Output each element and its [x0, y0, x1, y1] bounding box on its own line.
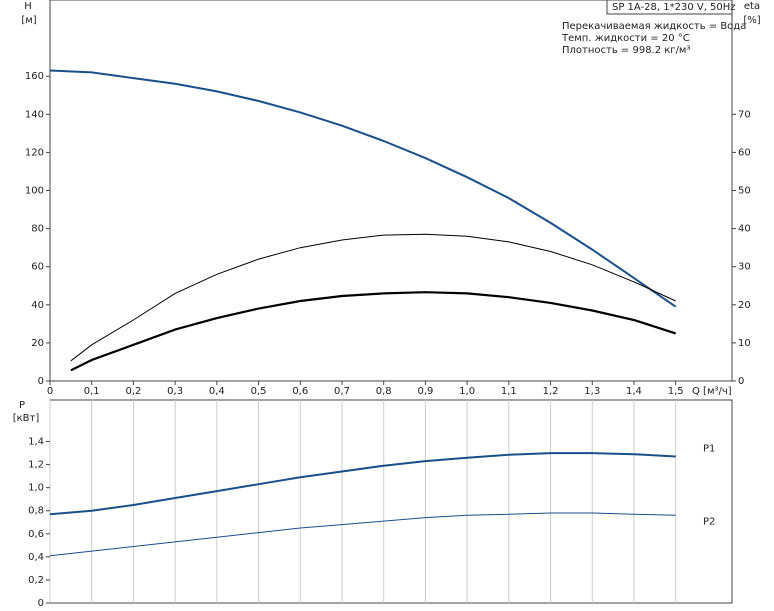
y-tick-label: 1,4 — [28, 437, 44, 448]
y-tick-label: 80 — [31, 224, 44, 235]
y2-tick-label: 30 — [738, 262, 751, 273]
y-tick-label: 40 — [31, 300, 44, 311]
y2-axis-unit: [%] — [743, 15, 760, 26]
y-tick-label: 0 — [38, 598, 44, 609]
y2-tick-label: 40 — [738, 224, 751, 235]
y-tick-label: 100 — [25, 186, 44, 197]
y-tick-label: 0,2 — [28, 575, 44, 586]
series-label: P2 — [703, 516, 715, 527]
y-tick-label: 60 — [31, 262, 44, 273]
x-tick-label: 0,3 — [167, 386, 183, 397]
note: Перекачиваемая жидкость = Вода — [562, 21, 746, 32]
y-axis-label: H — [24, 1, 32, 12]
y-axis-label: P — [19, 400, 25, 411]
x-tick-label: 1,0 — [459, 386, 475, 397]
x-tick-label: 0,6 — [292, 386, 308, 397]
y2-tick-label: 60 — [738, 147, 751, 158]
y-tick-label: 0,6 — [28, 529, 44, 540]
curve — [70, 291, 677, 372]
x-tick-label: 0,5 — [251, 386, 267, 397]
x-tick-label: 0,8 — [376, 386, 392, 397]
x-tick-label: 0,7 — [334, 386, 350, 397]
y-tick-label: 160 — [25, 71, 44, 82]
y-tick-label: 20 — [31, 338, 44, 349]
info-box — [606, 0, 733, 15]
y2-tick-label: 10 — [738, 338, 751, 349]
y-tick-label: 0,8 — [28, 506, 44, 517]
curve — [49, 512, 676, 557]
y-axis-unit: [кВт] — [13, 413, 40, 424]
y2-tick-label: 50 — [738, 186, 751, 197]
x-tick-label: 0,4 — [209, 386, 225, 397]
info-box-text: SP 1A-28, 1*230 V, 50Hz — [612, 2, 736, 13]
x-tick-label: 1,4 — [626, 386, 642, 397]
x-axis-label: Q [м³/ч] — [692, 386, 732, 397]
y-tick-label: 140 — [25, 109, 44, 120]
x-tick-label: 1,1 — [501, 386, 517, 397]
y2-axis-label: eta — [744, 1, 760, 12]
y2-tick-label: 70 — [738, 109, 751, 120]
curve — [49, 452, 676, 516]
x-tick-label: 0 — [47, 386, 53, 397]
x-tick-label: 1,2 — [543, 386, 559, 397]
series-label: P1 — [703, 444, 715, 455]
y2-tick-label: 20 — [738, 300, 751, 311]
x-tick-label: 0,9 — [417, 386, 433, 397]
x-tick-label: 0,2 — [125, 386, 141, 397]
note: Плотность = 998.2 кг/м³ — [562, 45, 691, 56]
note: Темп. жидкости = 20 °C — [561, 33, 690, 44]
y-tick-label: 1,2 — [28, 460, 44, 471]
y-tick-label: 1,0 — [28, 483, 44, 494]
x-tick-label: 1,5 — [668, 386, 684, 397]
y-axis-unit: [м] — [21, 15, 36, 26]
x-tick-label: 1,3 — [584, 386, 600, 397]
y-tick-label: 120 — [25, 147, 44, 158]
curve — [49, 69, 677, 308]
y-tick-label: 0,4 — [28, 552, 44, 563]
x-tick-label: 0,1 — [84, 386, 100, 397]
y-tick-label: 0 — [38, 376, 44, 387]
curve — [70, 233, 676, 362]
y2-tick-label: 0 — [738, 376, 744, 387]
